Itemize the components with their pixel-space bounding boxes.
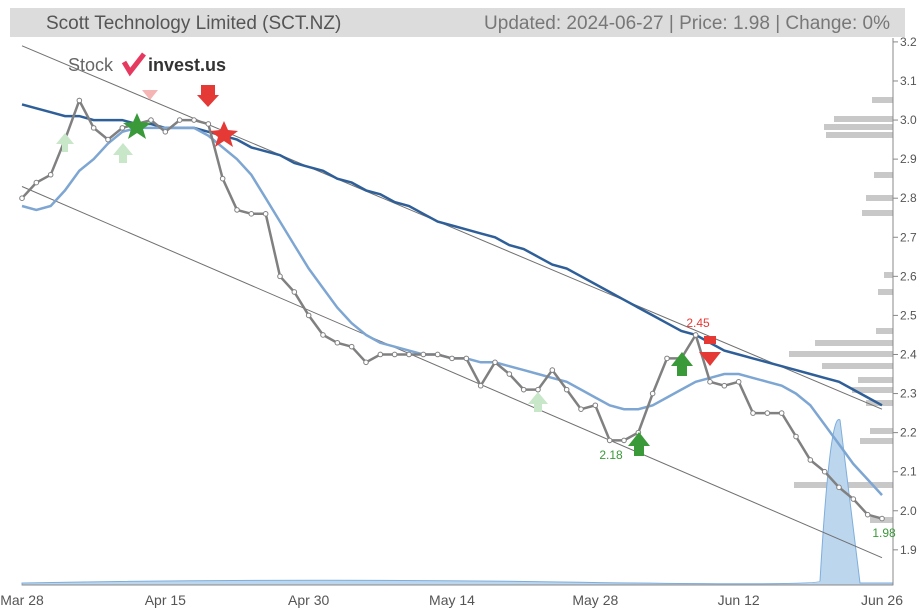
price-point <box>621 437 627 444</box>
price-point <box>76 97 83 104</box>
volume-area <box>21 418 894 586</box>
annotation: 1.98 <box>872 526 896 540</box>
y-tick-label: 2.5 <box>900 308 917 322</box>
price-point <box>750 410 756 416</box>
price-point <box>707 379 713 385</box>
y-tick-label: 3.1 <box>900 74 917 88</box>
header-bar <box>10 8 905 37</box>
price-point <box>735 379 742 385</box>
price-point <box>377 351 384 358</box>
price-point <box>363 359 369 366</box>
price-point <box>506 371 513 377</box>
y-tick-label: 2.0 <box>900 504 917 518</box>
chart-title: Scott Technology Limited (SCT.NZ) <box>46 13 341 34</box>
series-line <box>21 97 883 520</box>
y-tick-label: 2.6 <box>900 269 917 283</box>
price-point <box>463 355 470 362</box>
price-point <box>549 367 556 373</box>
header-info: Updated: 2024-06-27 | Price: 1.98 | Chan… <box>484 13 890 34</box>
price-point <box>33 179 40 186</box>
price-point <box>793 433 799 440</box>
logo-mark <box>121 52 146 77</box>
price-point <box>420 351 427 358</box>
price-point <box>879 515 885 522</box>
series-line <box>21 45 883 410</box>
y-tick-label: 2.8 <box>900 191 917 205</box>
price-point <box>520 386 527 393</box>
signals <box>56 85 721 456</box>
price-point <box>90 125 97 131</box>
y-tick-label: 1.9 <box>900 543 917 557</box>
price-point <box>248 211 255 217</box>
price-point <box>692 332 699 338</box>
price-point <box>492 359 498 366</box>
price-point <box>864 511 871 518</box>
price-point <box>191 117 197 123</box>
price-point <box>334 339 341 346</box>
price-point <box>277 273 283 280</box>
price-point <box>162 128 169 135</box>
x-tick-label: May 28 <box>572 592 618 608</box>
price-point <box>320 332 326 338</box>
x-tick-label: May 14 <box>429 592 475 608</box>
y-tick-label: 2.3 <box>900 387 917 401</box>
price-point <box>535 386 541 393</box>
annotation: 2.45 <box>686 316 710 330</box>
price-point <box>47 171 54 178</box>
y-tick-label: 2.4 <box>900 347 917 361</box>
y-tick-label: 2.2 <box>900 426 917 440</box>
price-point <box>176 117 183 123</box>
y-tick-label: 3.2 <box>900 35 917 49</box>
price-point <box>105 136 111 143</box>
y-tick-label: 2.1 <box>900 465 917 479</box>
x-tick-label: Apr 30 <box>288 592 329 608</box>
price-point <box>807 457 814 463</box>
price-point <box>219 175 226 182</box>
price-point <box>721 382 728 389</box>
price-point <box>606 437 613 444</box>
y-tick-label: 2.7 <box>900 230 917 244</box>
price-point <box>205 121 212 127</box>
series-line <box>21 126 883 496</box>
price-point <box>836 484 842 491</box>
x-tick-label: Apr 15 <box>145 592 186 608</box>
price-point <box>592 402 599 409</box>
price-point <box>305 312 312 319</box>
price-point <box>664 355 670 362</box>
price-point <box>649 390 656 397</box>
price-point <box>821 468 828 475</box>
price-point <box>234 207 240 213</box>
price-point <box>291 289 298 295</box>
price-point <box>148 117 154 123</box>
price-point <box>563 386 570 393</box>
price-point <box>764 410 771 416</box>
price-point <box>850 496 857 502</box>
price-point <box>449 355 455 362</box>
logo-left: Stock <box>68 55 114 75</box>
price-point <box>119 125 126 131</box>
x-tick-label: Jun 26 <box>861 592 903 608</box>
price-point <box>406 351 412 358</box>
price-point <box>434 351 441 358</box>
price-point <box>578 406 584 412</box>
price-point <box>391 351 398 358</box>
price-point <box>477 382 484 389</box>
x-tick-label: Jun 12 <box>718 592 760 608</box>
price-point <box>778 410 785 416</box>
price-point <box>348 343 355 350</box>
x-tick-label: Mar 28 <box>0 592 44 608</box>
logo-right: invest.us <box>148 55 226 75</box>
series-line <box>21 186 883 559</box>
price-point <box>19 195 25 201</box>
y-tick-label: 2.9 <box>900 152 917 166</box>
price-point <box>262 211 269 217</box>
y-tick-label: 3.0 <box>900 113 917 127</box>
annotation: 2.18 <box>599 448 623 462</box>
